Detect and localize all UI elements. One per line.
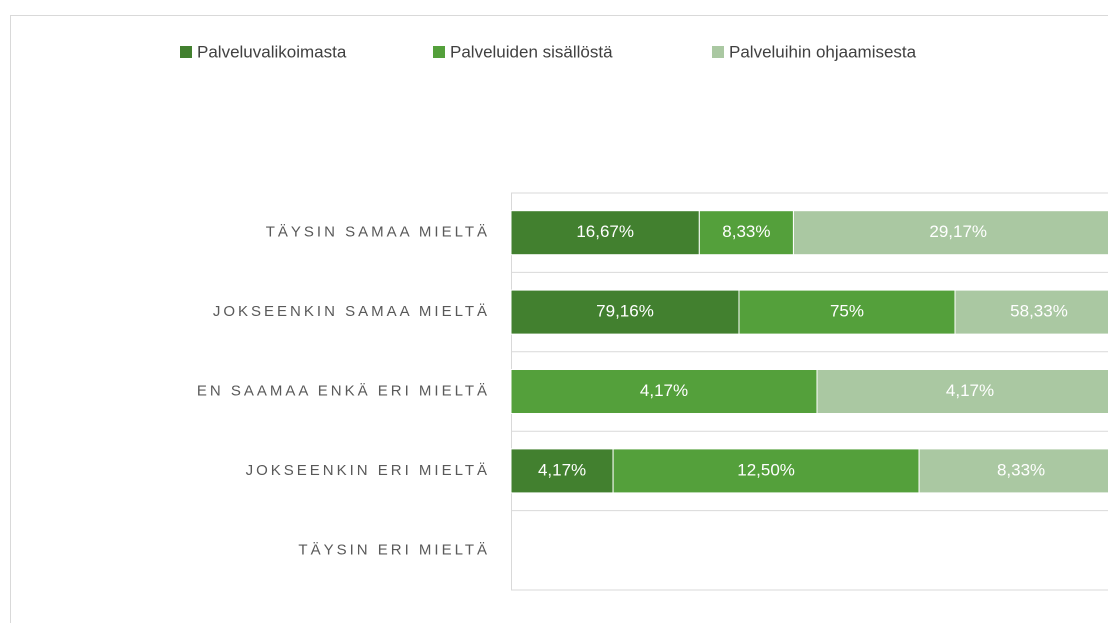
data-label: 58,33% [1010, 302, 1068, 321]
data-label: 79,16% [596, 302, 654, 321]
legend-label: Palveluvalikoimasta [197, 42, 347, 61]
y-tick-label: EN SAAMAA ENKÄ ERI MIELTÄ [197, 382, 490, 399]
data-label: 4,17% [946, 381, 994, 400]
y-tick-label: JOKSEENKIN SAMAA MIELTÄ [213, 303, 490, 320]
data-label: 75% [830, 302, 864, 321]
bar-segment [816, 369, 1108, 414]
data-label: 16,67% [576, 222, 634, 241]
legend-label: Palveluiden sisällöstä [450, 42, 613, 61]
legend-swatch [180, 46, 192, 58]
y-tick-label: TÄYSIN SAMAA MIELTÄ [266, 224, 490, 241]
data-label: 29,17% [929, 222, 987, 241]
data-label: 4,17% [538, 460, 586, 479]
legend-swatch [712, 46, 724, 58]
bar-segment [954, 289, 1108, 335]
y-tick-label: TÄYSIN ERI MIELTÄ [298, 541, 490, 558]
y-tick-label: JOKSEENKIN ERI MIELTÄ [246, 462, 490, 479]
bar-segment [698, 210, 794, 256]
bar-segment [510, 448, 614, 494]
legend-swatch [433, 46, 445, 58]
bar-segment [918, 448, 1108, 494]
bar-segment [510, 289, 740, 335]
data-label: 4,17% [640, 381, 688, 400]
data-label: 12,50% [737, 460, 795, 479]
data-label: 8,33% [997, 460, 1045, 479]
legend-label: Palveluihin ohjaamisesta [729, 42, 917, 61]
bar-segment [792, 210, 1108, 256]
data-label: 8,33% [722, 222, 770, 241]
bar-segment [738, 289, 956, 335]
